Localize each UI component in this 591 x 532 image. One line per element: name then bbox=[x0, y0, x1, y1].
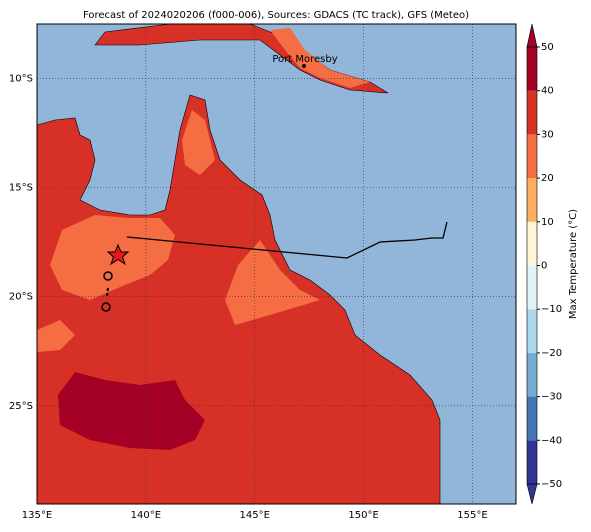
map-frame bbox=[36, 23, 517, 505]
colorbar-band bbox=[527, 440, 537, 484]
colorbar-band bbox=[527, 221, 537, 266]
colorbar-extension bbox=[526, 23, 538, 48]
colorbar-tick-label: −20 bbox=[541, 348, 562, 359]
colorbar-band bbox=[527, 134, 537, 179]
y-tick-label: 15°S bbox=[9, 183, 33, 194]
y-tick-label: 10°S bbox=[9, 74, 33, 85]
warm-region bbox=[225, 240, 320, 325]
x-tick-label: 145°E bbox=[240, 510, 270, 521]
colorbar: −50 −40 −30 −20 −10 0 10 20 30 40 50 bbox=[526, 23, 562, 505]
city-label: Port Moresby bbox=[272, 54, 337, 65]
storm-track bbox=[126, 221, 448, 259]
warm-region bbox=[37, 320, 75, 352]
warm-region bbox=[270, 28, 370, 88]
colorbar-tick-label: 40 bbox=[541, 86, 554, 97]
colorbar-tick-label: 10 bbox=[541, 217, 554, 228]
colorbar-extension bbox=[526, 483, 538, 505]
colorbar-band bbox=[527, 178, 537, 222]
colorbar-tick-label: −30 bbox=[541, 392, 562, 403]
colorbar-band bbox=[527, 47, 537, 91]
track-segment bbox=[106, 287, 109, 297]
map: Port Moresby bbox=[36, 23, 517, 505]
track-point bbox=[101, 302, 111, 312]
colorbar-tick-label: 50 bbox=[541, 42, 554, 53]
colorbar-band bbox=[527, 90, 537, 135]
colorbar-tick-label: −10 bbox=[541, 304, 562, 315]
colorbar-band bbox=[527, 309, 537, 353]
track-point bbox=[103, 271, 113, 281]
colorbar-band bbox=[527, 396, 537, 441]
warm-region bbox=[182, 110, 215, 175]
colorbar-band bbox=[527, 352, 537, 397]
title: Forecast of 2024020206 (f000-006), Sourc… bbox=[83, 10, 469, 21]
hot-region bbox=[58, 372, 205, 450]
city-marker bbox=[302, 64, 306, 68]
colorbar-tick-label: −40 bbox=[541, 435, 562, 446]
y-tick-label: 20°S bbox=[9, 292, 33, 303]
x-tick-label: 155°E bbox=[457, 510, 487, 521]
colorbar-tick-label: 20 bbox=[541, 173, 554, 184]
colorbar-band bbox=[527, 265, 537, 310]
colorbar-tick-label: 0 bbox=[541, 261, 547, 272]
storm-position bbox=[106, 243, 130, 266]
x-tick-label: 140°E bbox=[131, 510, 161, 521]
colorbar-tick-label: −50 bbox=[541, 479, 562, 490]
y-tick-label: 25°S bbox=[9, 401, 33, 412]
warm-region bbox=[50, 215, 175, 300]
colorbar-label: Max Temperature (°C) bbox=[568, 209, 579, 319]
colorbar-tick-label: 30 bbox=[541, 129, 554, 140]
x-tick-label: 135°E bbox=[22, 510, 52, 521]
x-tick-label: 150°E bbox=[348, 510, 378, 521]
